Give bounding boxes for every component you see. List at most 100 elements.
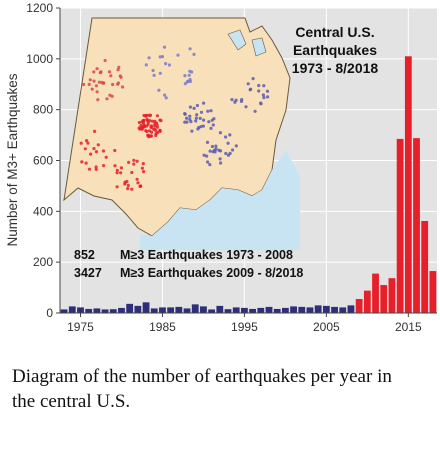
earthquake-dot (164, 96, 168, 100)
bar-1973-2008 (118, 307, 125, 313)
y-tick-label: 400 (33, 204, 53, 218)
earthquake-dot (156, 131, 160, 135)
x-tick-label: 1995 (231, 320, 258, 334)
earthquake-dot (155, 114, 159, 118)
earthquake-dot (233, 100, 237, 104)
earthquake-dot (126, 187, 130, 191)
earthquake-dot (162, 45, 167, 49)
earthquake-dot (105, 97, 109, 101)
earthquake-dot (190, 129, 194, 133)
earthquake-dot (206, 160, 210, 164)
earthquake-dot (145, 129, 149, 133)
earthquake-dot (228, 133, 232, 137)
y-tick-label: 600 (33, 154, 53, 168)
earthquake-dot (206, 109, 210, 113)
earthquake-dot (146, 122, 150, 126)
earthquake-dot (187, 73, 191, 77)
earthquake-dot (208, 149, 212, 153)
earthquake-dot (164, 62, 168, 66)
earthquake-dot (209, 126, 213, 130)
bar-2009-2018 (363, 290, 371, 313)
earthquake-dot (138, 184, 142, 188)
earthquake-dot (158, 118, 162, 122)
earthquake-dot (158, 71, 162, 75)
earthquake-dot (197, 125, 201, 130)
stat-2-label: M≥3 Earthquakes 2009 - 8/2018 (120, 266, 303, 280)
earthquake-dot (152, 127, 156, 131)
earthquake-dot (96, 98, 100, 102)
x-tick-label: 2015 (395, 320, 422, 334)
earthquake-dot (135, 177, 139, 181)
earthquake-dot (95, 67, 99, 71)
earthquake-dot (188, 114, 192, 118)
earthquake-dot (113, 164, 117, 168)
figure-caption: Diagram of the number of earthquakes per… (12, 366, 392, 412)
bar-1973-2008 (191, 304, 199, 313)
bar-2009-2018 (372, 273, 379, 313)
earthquake-dot (251, 77, 255, 81)
earthquake-dot (202, 101, 206, 105)
earthquake-dot (234, 144, 238, 148)
earthquake-dot (224, 135, 228, 139)
y-tick-label: 0 (46, 306, 53, 320)
earthquake-dot (118, 74, 122, 78)
earthquake-dot (111, 82, 115, 87)
earthquake-dot (84, 161, 88, 165)
earthquake-chart: Central U.S. Earthquakes 1973 - 8/2018 8… (5, 1, 437, 334)
earthquake-dot (87, 167, 92, 171)
earthquake-dot (130, 187, 134, 191)
earthquake-dot (205, 140, 210, 144)
bar-1973-2008 (257, 307, 265, 313)
bar-1973-2008 (60, 309, 68, 313)
earthquake-dot (262, 84, 266, 88)
earthquake-dot (153, 124, 157, 128)
earthquake-dot (132, 158, 136, 162)
y-tick-label: 1000 (26, 52, 53, 66)
inset-title-line-1: Central U.S. (295, 24, 374, 40)
earthquake-dot (148, 113, 152, 117)
earthquake-dot (93, 129, 97, 133)
earthquake-dot (194, 116, 198, 120)
earthquake-dot (88, 78, 92, 82)
earthquake-dot (92, 70, 96, 74)
earthquake-dot (144, 63, 148, 67)
bar-1973-2008 (216, 305, 224, 313)
bar-1973-2008 (314, 305, 322, 313)
earthquake-dot (136, 181, 140, 185)
earthquake-dot (183, 112, 187, 116)
earthquake-dot (209, 109, 213, 113)
earthquake-dot (192, 52, 196, 57)
earthquake-dot (199, 110, 204, 114)
y-axis-label: Number of M3+ Earthquakes (5, 73, 20, 246)
earthquake-dot (188, 47, 192, 51)
earthquake-dot (257, 89, 261, 93)
earthquake-dot (202, 118, 206, 122)
earthquake-dot (87, 82, 91, 86)
earthquake-dot (116, 68, 120, 72)
earthquake-dot (183, 74, 187, 78)
bar-1973-2008 (290, 306, 297, 313)
x-tick-label: 1985 (149, 320, 176, 334)
earthquake-dot (261, 93, 265, 97)
earthquake-dot (147, 56, 151, 60)
earthquake-dot (142, 170, 146, 174)
bar-2009-2018 (404, 56, 412, 314)
earthquake-dot (115, 171, 119, 175)
stat-1-label: M≥3 Earthquakes 1973 - 2008 (120, 248, 293, 262)
earthquake-dot (262, 96, 266, 100)
earthquake-dot (86, 141, 90, 145)
bar-2009-2018 (388, 278, 396, 313)
bar-1973-2008 (142, 302, 150, 313)
earthquake-dot (210, 118, 214, 122)
earthquake-dot (246, 82, 250, 86)
earthquake-dot (92, 79, 96, 83)
earthquake-dot (188, 69, 192, 73)
stat-1-count: 852 (74, 248, 95, 262)
earthquake-dot (244, 105, 248, 109)
earthquake-dot (219, 161, 223, 165)
bar-2009-2018 (429, 271, 437, 313)
bar-1973-2008 (273, 308, 281, 313)
bar-1973-2008 (298, 306, 306, 313)
earthquake-dot (90, 87, 94, 91)
earthquake-dot (218, 131, 222, 135)
